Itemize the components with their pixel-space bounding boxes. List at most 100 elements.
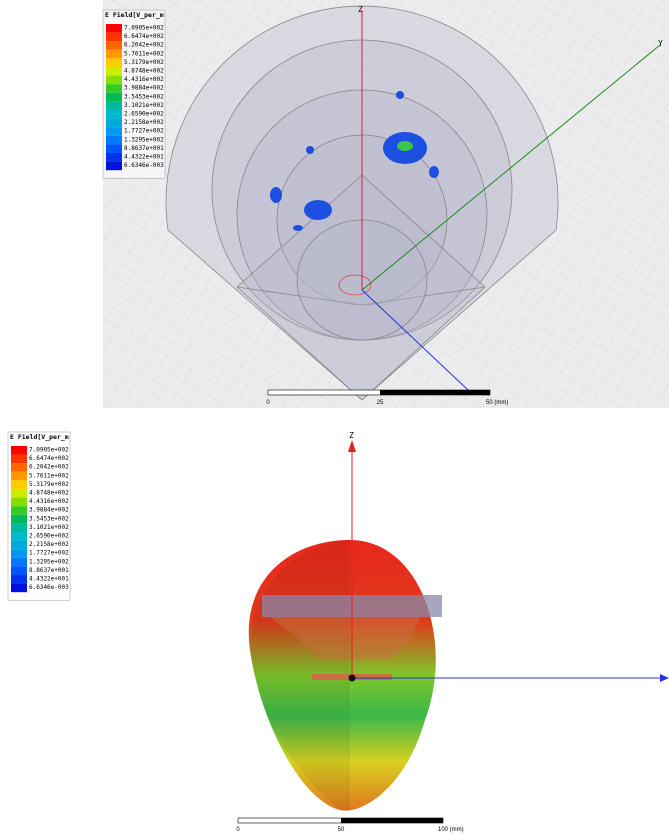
legend-label: 6.2042e+002 xyxy=(124,42,164,49)
scale-bar-fill xyxy=(380,390,490,395)
hotspot xyxy=(306,146,314,154)
legend-label: 3.9884e+002 xyxy=(124,85,164,92)
legend-label: 4.8748e+002 xyxy=(29,490,69,497)
scale-label: 0 xyxy=(266,400,270,406)
legend-label: 2.6590e+002 xyxy=(124,111,164,118)
scale-label: 50 (mm) xyxy=(486,400,508,406)
legend-swatch xyxy=(106,92,122,102)
legend-label: 1.3295e+002 xyxy=(124,136,164,143)
legend-label: 4.8748e+002 xyxy=(124,68,164,75)
legend-label: 1.7727e+002 xyxy=(124,128,164,135)
hotspot xyxy=(429,166,439,178)
legend-swatch xyxy=(11,514,27,524)
arrow xyxy=(660,674,669,682)
legend-label: 3.9884e+002 xyxy=(29,507,69,514)
legend-swatch xyxy=(11,549,27,558)
legend-swatch xyxy=(11,566,27,575)
port xyxy=(338,274,372,296)
legend-label: 2.2158e+002 xyxy=(29,541,69,548)
legend-label: 3.1021e+002 xyxy=(124,102,164,109)
legend-label: 5.7611e+002 xyxy=(124,50,164,57)
legend-label: 1.7727e+002 xyxy=(29,550,69,557)
legend-label: 3.5453e+002 xyxy=(29,515,69,522)
arrow xyxy=(348,440,356,452)
scale-label: 25 xyxy=(377,400,384,406)
legend-swatch xyxy=(106,67,122,76)
edge xyxy=(236,286,486,306)
legend-swatch xyxy=(106,41,122,50)
legend-swatch xyxy=(11,583,27,593)
legend-swatch xyxy=(106,75,122,85)
legend-label: 7.0905e+002 xyxy=(124,25,164,32)
legend-swatch xyxy=(106,110,122,119)
scale-label: 0 xyxy=(236,827,240,833)
hotspots xyxy=(270,91,439,231)
legend-label: 3.1021e+002 xyxy=(29,524,69,531)
legend-label: 8.8637e+001 xyxy=(29,567,69,574)
legend-title: E Field[V_per_m xyxy=(105,11,164,19)
hotspot xyxy=(293,225,303,231)
legend-label: 6.6474e+002 xyxy=(124,33,164,40)
legend-swatch xyxy=(106,49,122,59)
legend-swatch xyxy=(11,497,27,507)
legend-swatch xyxy=(106,101,122,110)
legend-label: 3.5453e+002 xyxy=(124,93,164,100)
axis-label: Y xyxy=(658,39,663,48)
legend-label: 6.6346e-003 xyxy=(124,162,164,169)
legend-label: 8.8637e+001 xyxy=(124,145,164,152)
legend-label: 6.6346e-003 xyxy=(29,584,69,591)
hotspot xyxy=(304,200,332,220)
legend-label: 5.3179e+002 xyxy=(124,59,164,66)
legend-swatch xyxy=(106,153,122,162)
legend-label: 7.0905e+002 xyxy=(29,447,69,454)
hotspot-core xyxy=(397,141,413,151)
legend-swatch xyxy=(106,135,122,145)
legend-label: 2.6590e+002 xyxy=(29,533,69,540)
legend-label: 4.4322e+001 xyxy=(29,576,69,583)
legend-title: E Field[V_per_m xyxy=(10,433,69,441)
legend-swatch xyxy=(106,118,122,128)
axis-label: Z xyxy=(349,431,354,440)
legend-swatch xyxy=(11,523,27,532)
legend-label: 5.7611e+002 xyxy=(29,472,69,479)
legend-swatch xyxy=(11,480,27,489)
legend-swatch xyxy=(106,144,122,153)
legend-label: 5.3179e+002 xyxy=(29,481,69,488)
legend-swatch xyxy=(11,557,27,567)
legend-label: 4.4316e+002 xyxy=(124,76,164,83)
legend-label: 4.4316e+002 xyxy=(29,498,69,505)
legend-label: 6.2042e+002 xyxy=(29,464,69,471)
scale-label: 50 xyxy=(338,827,345,833)
legend-swatch xyxy=(11,532,27,541)
legend-swatch xyxy=(11,575,27,584)
legend-swatch xyxy=(11,471,27,481)
legend-label: 1.3295e+002 xyxy=(29,558,69,565)
legend-swatch xyxy=(11,489,27,498)
legend-swatch xyxy=(11,463,27,472)
legend-label: 4.4322e+001 xyxy=(124,154,164,161)
legend-swatch xyxy=(11,454,27,464)
legend-swatch xyxy=(11,446,27,455)
hotspot xyxy=(396,91,404,99)
legend-label: 6.6474e+002 xyxy=(29,455,69,462)
legend-swatch xyxy=(106,84,122,93)
legend-swatch xyxy=(11,540,27,550)
grid xyxy=(103,0,669,408)
hotspot xyxy=(270,187,282,203)
y-axis xyxy=(361,44,661,291)
legend-swatch xyxy=(106,32,122,42)
origin xyxy=(348,674,356,682)
axis-label: Z xyxy=(358,5,363,14)
horn xyxy=(270,617,420,660)
x-axis xyxy=(361,289,469,391)
scale-label: 100 (mm) xyxy=(438,827,464,833)
legend-swatch xyxy=(11,506,27,515)
box xyxy=(236,174,486,401)
legend-label: 2.2158e+002 xyxy=(124,119,164,126)
legend-swatch xyxy=(106,127,122,136)
legend-swatch xyxy=(106,58,122,67)
legend-swatch xyxy=(106,24,122,33)
scale-bar-fill xyxy=(341,818,443,823)
